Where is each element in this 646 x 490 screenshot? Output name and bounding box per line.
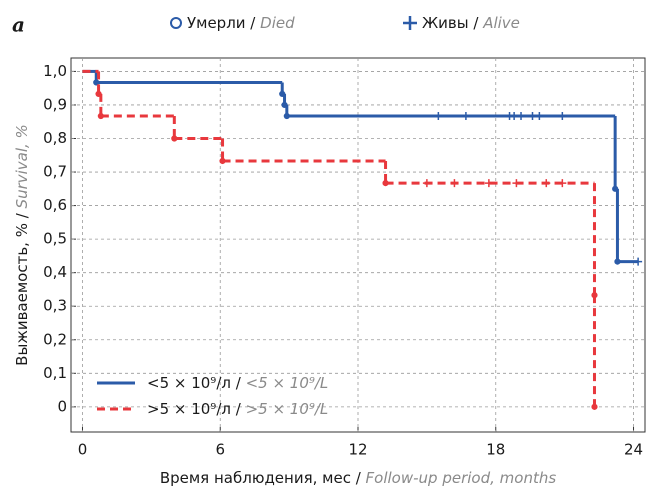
legend-label-en: <5 × 10⁹/L	[246, 374, 329, 392]
legend-alive: Живы / Alive	[422, 14, 520, 32]
censor-marker	[535, 112, 544, 121]
censor-marker	[542, 179, 551, 188]
censor-marker	[450, 179, 459, 188]
y-label-en: Survival, %	[13, 124, 31, 208]
death-marker	[382, 180, 389, 187]
x-label-ru: Время наблюдения, мес /	[160, 469, 366, 487]
legend-label: >5 × 10⁹/л / >5 × 10⁹/L	[147, 400, 328, 418]
death-marker	[612, 185, 619, 192]
y-tick-label: 0,1	[43, 364, 67, 382]
censor-marker	[484, 179, 493, 188]
x-tick-label: 6	[215, 441, 225, 459]
legend-died-en: Died	[260, 14, 295, 32]
censor-marker	[528, 112, 537, 121]
death-marker	[171, 135, 178, 142]
x-tick-label: 0	[78, 441, 88, 459]
censor-marker	[422, 179, 431, 188]
legend-label-en: >5 × 10⁹/L	[246, 400, 329, 418]
censor-marker	[558, 179, 567, 188]
x-tick-label: 24	[624, 441, 643, 459]
death-marker	[614, 258, 621, 265]
y-tick-label: 0,8	[43, 129, 67, 147]
legend-alive-en: Alive	[482, 14, 520, 32]
censor-marker	[634, 257, 643, 266]
legend-label: <5 × 10⁹/л / <5 × 10⁹/L	[147, 374, 328, 392]
legend-died-ru: Умерли /	[187, 14, 260, 32]
censor-marker	[512, 179, 521, 188]
y-axis-label: Выживаемость, % / Survival, %	[13, 124, 31, 366]
censor-marker	[517, 112, 526, 121]
y-label-ru: Выживаемость, % /	[13, 208, 31, 365]
death-marker	[281, 101, 288, 109]
y-tick-label: 1,0	[43, 62, 67, 80]
death-marker	[279, 90, 286, 97]
legend-label-ru: <5 × 10⁹/л /	[147, 374, 246, 392]
legend-label-ru: >5 × 10⁹/л /	[147, 400, 246, 418]
censor-marker	[510, 112, 519, 121]
panel-label: a	[12, 13, 25, 37]
y-tick-label: 0,2	[43, 330, 67, 348]
censor-marker	[434, 112, 443, 121]
legend-alive-icon	[403, 16, 417, 30]
death-marker	[93, 79, 100, 86]
y-tick-label: 0,7	[43, 163, 67, 181]
death-marker	[95, 90, 102, 97]
death-marker	[591, 292, 598, 299]
x-axis-label: Время наблюдения, мес / Follow-up period…	[160, 469, 557, 487]
y-tick-label: 0,6	[43, 196, 67, 214]
death-marker	[219, 157, 226, 165]
x-tick-label: 12	[348, 441, 367, 459]
x-label-en: Follow-up period, months	[366, 469, 557, 487]
y-tick-label: 0,3	[43, 297, 67, 315]
x-tick-label: 18	[486, 441, 505, 459]
censor-marker	[558, 112, 567, 121]
y-tick-label: 0,4	[43, 263, 67, 281]
y-tick-label: 0	[57, 397, 67, 415]
death-marker	[591, 403, 598, 410]
legend-died: Умерли / Died	[187, 14, 295, 32]
y-tick-label: 0,9	[43, 95, 67, 113]
death-marker	[97, 112, 104, 120]
y-tick-label: 0,5	[43, 230, 67, 248]
legend-died-icon	[170, 17, 182, 29]
death-marker	[283, 112, 290, 120]
legend-alive-ru: Живы /	[422, 14, 483, 32]
censor-marker	[461, 112, 470, 121]
